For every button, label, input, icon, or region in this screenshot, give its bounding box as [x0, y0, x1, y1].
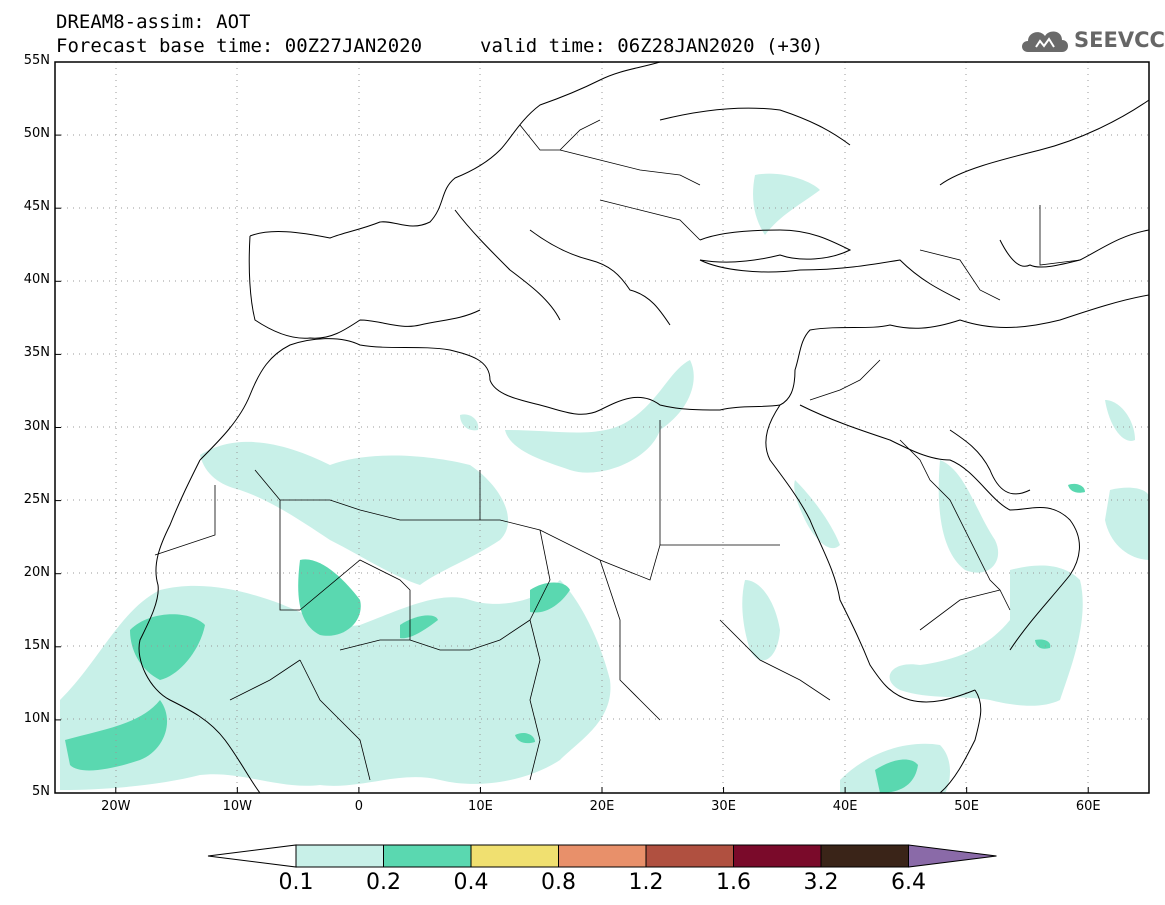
lat-label: 20N [23, 564, 50, 580]
cloud-icon [1022, 31, 1068, 52]
colorbar-segment [383, 844, 472, 868]
colorbar-label: 0.4 [453, 870, 489, 895]
aot-shading-medium [65, 483, 1085, 793]
lat-label: 30N [23, 418, 50, 434]
colorbar [207, 844, 997, 868]
colorbar-segment [820, 844, 909, 868]
lon-label: 20E [589, 799, 615, 814]
colorbar-segment [733, 844, 822, 868]
lat-label: 35N [23, 345, 50, 361]
lat-label: 5N [32, 784, 50, 799]
map-title: DREAM8-assim: AOT [56, 11, 251, 33]
logo-text: SEEVCCC [1074, 28, 1165, 52]
colorbar-min-arrow [207, 844, 297, 868]
graticule [55, 62, 1149, 793]
colorbar-label: 6.4 [891, 870, 926, 895]
colorbar-segment [558, 844, 647, 868]
colorbar-label: 3.2 [803, 870, 839, 895]
lat-label: 55N [23, 53, 50, 68]
lat-label: 45N [23, 199, 50, 215]
lat-label: 50N [23, 126, 50, 142]
lon-label: 60E [1075, 799, 1101, 814]
lat-label: 40N [23, 272, 50, 288]
lon-label: 20W [101, 799, 131, 814]
axis-ticks [55, 61, 1089, 794]
aot-shading-light [60, 173, 1149, 793]
lat-label: 25N [23, 491, 50, 507]
valid-time: valid time: 06Z28JAN2020 (+30) [480, 35, 824, 57]
country-borders [154, 119, 1081, 781]
lon-label: 10W [222, 799, 253, 814]
colorbar-segment [645, 844, 734, 868]
lon-label: 0 [354, 799, 364, 814]
lon-label: 30E [711, 799, 736, 814]
colorbar-segment [295, 844, 384, 868]
seevccc-logo: SEEVCCC [1018, 24, 1165, 56]
colorbar-label: 0.1 [278, 870, 314, 895]
lon-label: 40E [832, 799, 858, 814]
forecast-base-time: Forecast base time: 00Z27JAN2020 [56, 35, 423, 57]
colorbar-segment [470, 844, 559, 868]
colorbar-label: 0.2 [366, 870, 401, 895]
lon-label: 10E [468, 799, 493, 814]
lat-label: 15N [23, 637, 50, 653]
colorbar-label: 1.2 [628, 870, 664, 895]
lon-label: 50E [954, 799, 980, 814]
colorbar-label: 0.8 [541, 870, 576, 895]
colorbar-label: 1.6 [716, 870, 751, 895]
colorbar-max-arrow [908, 844, 997, 868]
coastlines [138, 62, 1149, 793]
lat-label: 10N [23, 710, 50, 726]
